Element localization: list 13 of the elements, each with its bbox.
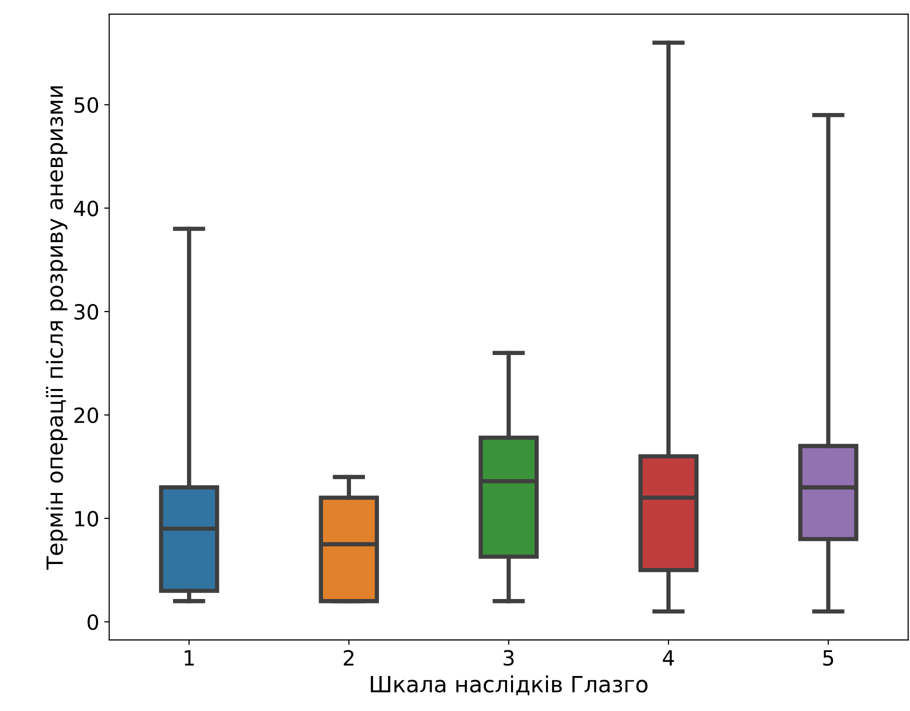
y-tick-label: 20 [74, 407, 98, 424]
y-tick-label: 50 [74, 97, 98, 113]
y-tick-label: 30 [74, 304, 98, 320]
y-tick-label: 40 [74, 200, 98, 216]
x-axis-title: Шкала наслідків Глазго [370, 675, 648, 696]
x-tick-label: 2 [344, 650, 354, 666]
y-axis-title: Термін операції після розриву аневризми [46, 86, 68, 570]
x-tick-label: 3 [504, 650, 514, 666]
x-tick-label: 5 [823, 650, 834, 666]
x-tick-label: 1 [184, 650, 194, 666]
y-tick-label: 0 [88, 614, 98, 630]
y-tick-label: 10 [75, 510, 98, 527]
x-tick-label: 4 [662, 650, 674, 666]
